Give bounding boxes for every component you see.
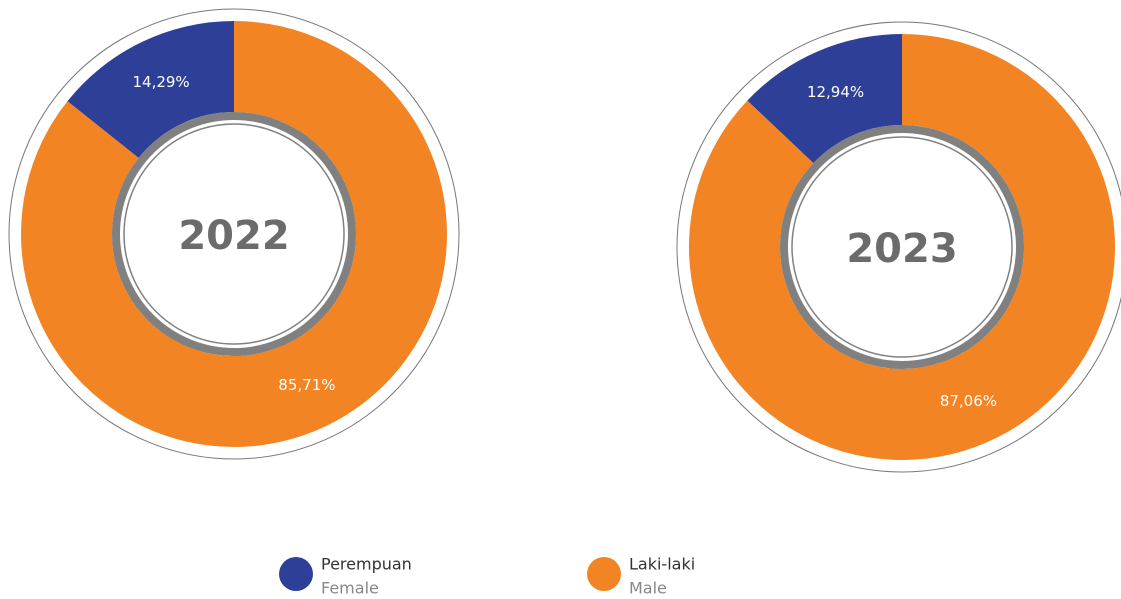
- outer-ring: [676, 21, 1121, 473]
- inner-ring: [112, 112, 356, 356]
- legend-label: Laki-laki: [629, 555, 695, 574]
- data-label: 14,29%: [132, 73, 189, 91]
- outer-ring: [8, 8, 460, 460]
- data-label: 12,94%: [807, 83, 864, 101]
- pie-slice: [689, 34, 1115, 460]
- center-title: 2023: [846, 226, 957, 272]
- inner-thin-ring: [123, 123, 345, 345]
- center-title: 2022: [178, 213, 289, 259]
- data-label: 85,71%: [278, 376, 335, 394]
- pie-slice: [21, 21, 447, 448]
- inner-ring: [780, 125, 1024, 369]
- legend-marker: [587, 557, 621, 591]
- pie-slice: [747, 34, 902, 164]
- legend-label: Perempuan: [321, 555, 412, 574]
- legend-sublabel: Male: [629, 579, 667, 598]
- inner-thin-ring: [791, 136, 1013, 358]
- pie-slice: [67, 21, 234, 158]
- legend-marker: [279, 557, 313, 591]
- legend-sublabel: Female: [321, 579, 379, 598]
- data-label: 87,06%: [940, 392, 997, 410]
